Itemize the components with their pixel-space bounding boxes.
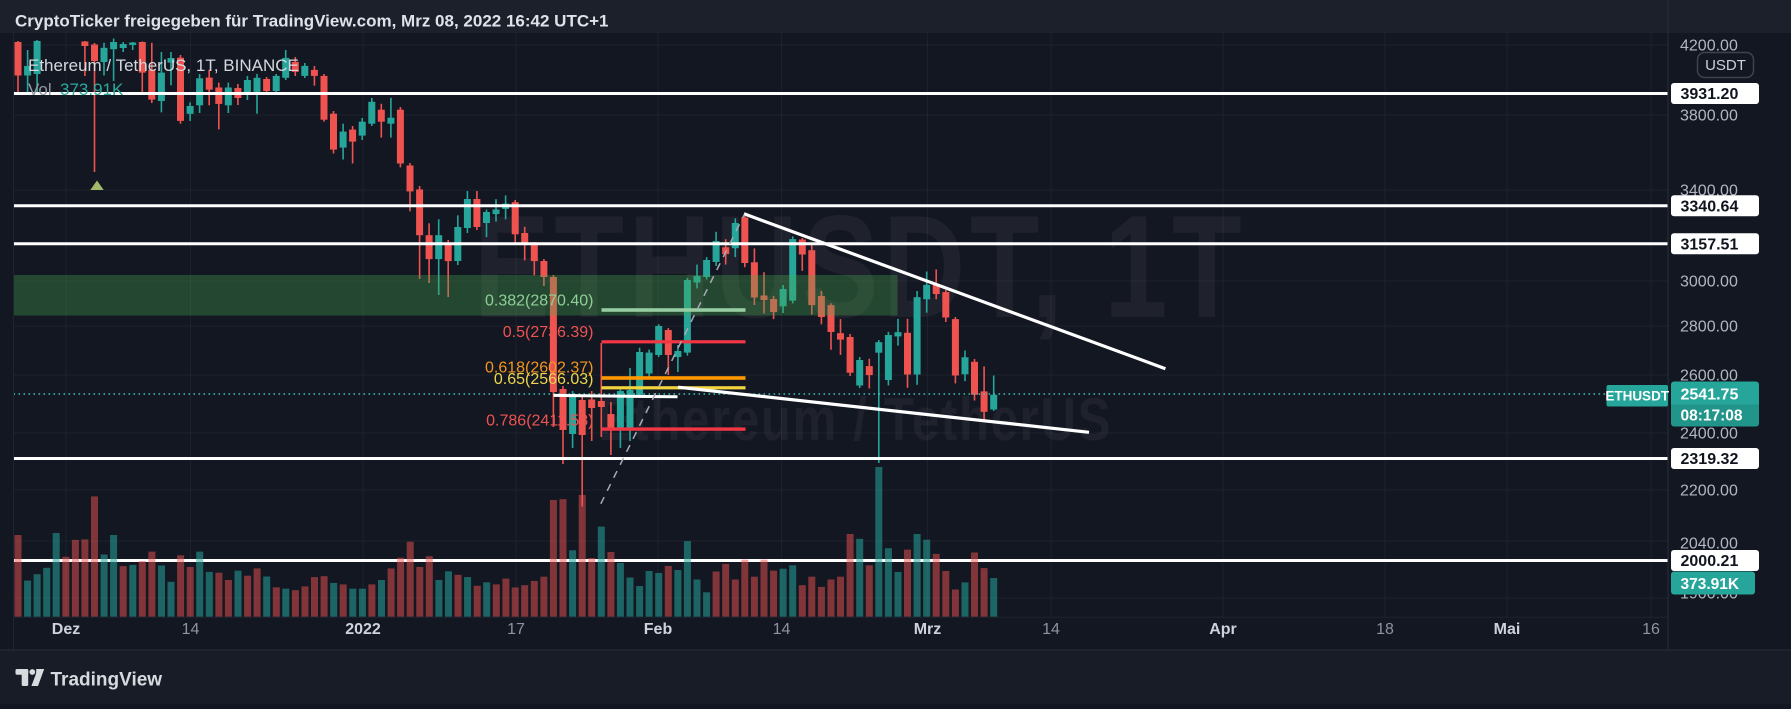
- svg-text:ETHUSDT, 1T: ETHUSDT, 1T: [474, 184, 1247, 348]
- svg-text:Vol: Vol: [28, 80, 52, 99]
- svg-text:0.382(2870.40): 0.382(2870.40): [485, 292, 594, 309]
- svg-text:0.618(2602.37): 0.618(2602.37): [485, 360, 594, 377]
- svg-text:2022: 2022: [345, 621, 381, 638]
- svg-text:ETHUSDT: ETHUSDT: [1605, 389, 1670, 404]
- svg-text:Mrz: Mrz: [914, 621, 942, 638]
- svg-text:2000.21: 2000.21: [1681, 553, 1739, 570]
- svg-text:Mai: Mai: [1494, 621, 1521, 638]
- svg-text:Ethereum / TetherUS, 1T, BINAN: Ethereum / TetherUS, 1T, BINANCE: [28, 56, 299, 75]
- svg-text:Dez: Dez: [52, 621, 80, 638]
- svg-text:3800.00: 3800.00: [1680, 108, 1738, 125]
- svg-text:08:17:08: 08:17:08: [1681, 408, 1743, 425]
- svg-text:0.5(2736.39): 0.5(2736.39): [503, 324, 594, 341]
- svg-text:14: 14: [773, 621, 791, 638]
- svg-text:Ethereum / TetherUS: Ethereum / TetherUS: [598, 385, 1112, 453]
- svg-text:373.91K: 373.91K: [1681, 576, 1740, 593]
- svg-text:16: 16: [1642, 621, 1660, 638]
- svg-text:2541.75: 2541.75: [1681, 387, 1739, 404]
- svg-text:17: 17: [507, 621, 525, 638]
- svg-text:14: 14: [1042, 621, 1060, 638]
- svg-text:18: 18: [1376, 621, 1394, 638]
- svg-text:2400.00: 2400.00: [1680, 426, 1738, 443]
- svg-text:3340.64: 3340.64: [1681, 198, 1739, 215]
- svg-text:3931.20: 3931.20: [1681, 86, 1739, 103]
- svg-text:3400.00: 3400.00: [1680, 183, 1738, 200]
- svg-text:0.786(2411.58): 0.786(2411.58): [486, 413, 593, 430]
- svg-text:2800.00: 2800.00: [1680, 319, 1738, 336]
- svg-text:2040.00: 2040.00: [1680, 536, 1738, 553]
- svg-text:TradingView: TradingView: [51, 670, 163, 691]
- svg-text:3157.51: 3157.51: [1681, 236, 1739, 253]
- svg-text:14: 14: [182, 621, 200, 638]
- svg-text:0.65(2566.03): 0.65(2566.03): [494, 371, 594, 388]
- svg-text:4200.00: 4200.00: [1680, 38, 1738, 55]
- svg-text:2319.32: 2319.32: [1681, 451, 1739, 468]
- svg-text:3000.00: 3000.00: [1680, 274, 1738, 291]
- svg-text:2200.00: 2200.00: [1680, 483, 1738, 500]
- svg-text:373.91K: 373.91K: [60, 80, 124, 99]
- svg-text:2600.00: 2600.00: [1680, 368, 1738, 385]
- svg-text:Feb: Feb: [644, 621, 673, 638]
- svg-text:USDT: USDT: [1705, 57, 1746, 74]
- svg-text:Apr: Apr: [1209, 621, 1237, 638]
- svg-text:CryptoTicker freigegeben für T: CryptoTicker freigegeben für TradingView…: [15, 12, 608, 31]
